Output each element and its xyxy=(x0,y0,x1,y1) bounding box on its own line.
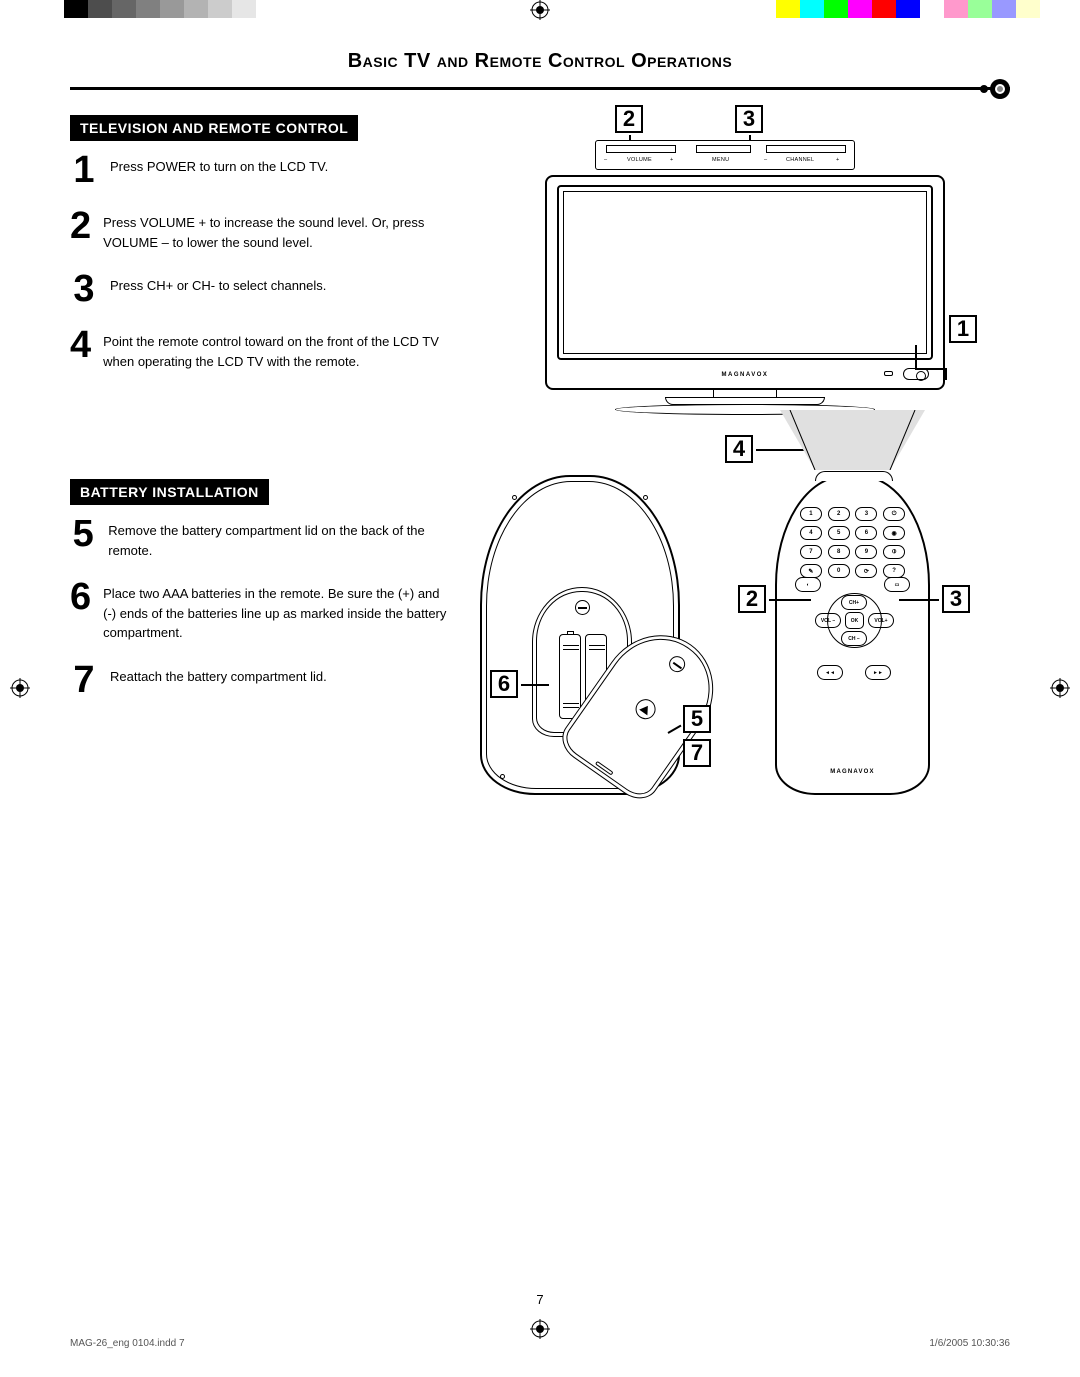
remote-key: 0 xyxy=(828,564,850,578)
step-text: Place two AAA batteries in the remote. B… xyxy=(103,578,450,643)
callout-2: 2 xyxy=(738,585,766,613)
registration-mark-icon xyxy=(1050,678,1070,698)
tv-body: MAGNAVOX xyxy=(545,175,945,390)
step-4: 4 Point the remote control toward on the… xyxy=(70,326,450,371)
registration-mark-icon xyxy=(10,678,30,698)
remote-diagrams: 4 xyxy=(480,445,940,825)
step-2: 2 Press VOLUME + to increase the sound l… xyxy=(70,207,450,252)
remote-ch-up: CH+ xyxy=(841,595,867,610)
remote-ok: OK xyxy=(845,612,864,629)
step-number: 7 xyxy=(70,661,98,699)
remote-key: ▭ xyxy=(884,577,910,592)
remote-key: ◄◄ xyxy=(817,665,843,680)
tv-label: – xyxy=(604,157,607,163)
step-1: 1 Press POWER to turn on the LCD TV. xyxy=(70,151,450,189)
registration-mark-icon xyxy=(530,1319,550,1339)
remote-key: ◐ xyxy=(795,577,821,592)
remote-front-diagram: 123 ⏻ 456 ◉ 789 ⦶ ✎ 0 ⟳? ◐ ▭ CH+ CH – VOL – VOL+… xyxy=(775,475,930,795)
step-number: 1 xyxy=(70,151,98,189)
ir-beam-icon xyxy=(780,410,925,470)
color-bar-left xyxy=(40,0,280,18)
callout-7: 7 xyxy=(683,739,711,767)
tv-ir-sensor-icon xyxy=(884,371,893,376)
remote-brand-label: MAGNAVOX xyxy=(777,769,928,775)
remote-key: 8 xyxy=(828,545,850,559)
step-5: 5 Remove the battery compartment lid on … xyxy=(70,515,450,560)
callout-3: 3 xyxy=(735,105,763,133)
remote-key: ◉ xyxy=(883,526,905,540)
remote-vol-up: VOL+ xyxy=(868,613,894,628)
remote-vol-down: VOL – xyxy=(815,613,841,628)
remote-key: 9 xyxy=(855,545,877,559)
tv-diagram: 2 3 – VOLUME + MENU – CHANNEL + xyxy=(525,115,965,415)
remote-key: ⦶ xyxy=(883,545,905,559)
remote-key: ⏻ xyxy=(883,507,905,521)
tv-control-panel: – VOLUME + MENU – CHANNEL + xyxy=(595,140,855,170)
step-text: Reattach the battery compartment lid. xyxy=(110,661,327,687)
page-title: Basic TV and Remote Control Operations xyxy=(348,50,733,72)
remote-key: 6 xyxy=(855,526,877,540)
callout-4: 4 xyxy=(725,435,753,463)
tv-label: CHANNEL xyxy=(786,157,814,163)
step-text: Press VOLUME + to increase the sound lev… xyxy=(103,207,450,252)
color-bar-right xyxy=(752,0,1040,18)
remote-ch-down: CH – xyxy=(841,631,867,646)
callout-5: 5 xyxy=(683,705,711,733)
remote-key: ? xyxy=(883,564,905,578)
remote-key: ►► xyxy=(865,665,891,680)
remote-key: 3 xyxy=(855,507,877,521)
remote-key: 4 xyxy=(800,526,822,540)
step-number: 5 xyxy=(70,515,96,553)
tv-label: VOLUME xyxy=(627,157,652,163)
decorative-dot-icon xyxy=(990,79,1010,99)
footer: MAG-26_eng 0104.indd 7 1/6/2005 10:30:36 xyxy=(70,1338,1010,1349)
callout-2: 2 xyxy=(615,105,643,133)
step-3: 3 Press CH+ or CH- to select channels. xyxy=(70,270,450,308)
step-text: Press POWER to turn on the LCD TV. xyxy=(110,151,328,177)
step-text: Point the remote control toward on the f… xyxy=(103,326,450,371)
footer-timestamp: 1/6/2005 10:30:36 xyxy=(929,1338,1010,1349)
step-number: 6 xyxy=(70,578,91,616)
remote-key: ⟳ xyxy=(855,564,877,578)
tv-label: – xyxy=(764,157,767,163)
callout-3: 3 xyxy=(942,585,970,613)
tv-label: MENU xyxy=(712,157,729,163)
callout-6: 6 xyxy=(490,670,518,698)
tv-label: + xyxy=(836,157,840,163)
tv-label: + xyxy=(670,157,674,163)
title-divider xyxy=(70,79,1010,103)
page-number: 7 xyxy=(0,1292,1080,1307)
remote-key: 2 xyxy=(828,507,850,521)
remote-key: 5 xyxy=(828,526,850,540)
step-6: 6 Place two AAA batteries in the remote.… xyxy=(70,578,450,643)
section-header-tv: TELEVISION AND REMOTE CONTROL xyxy=(70,115,358,141)
step-7: 7 Reattach the battery compartment lid. xyxy=(70,661,450,699)
registration-mark-icon xyxy=(530,0,550,20)
step-number: 2 xyxy=(70,207,91,245)
step-number: 4 xyxy=(70,326,91,364)
step-number: 3 xyxy=(70,270,98,308)
step-text: Press CH+ or CH- to select channels. xyxy=(110,270,326,296)
remote-key: ✎ xyxy=(800,564,822,578)
step-text: Remove the battery compartment lid on th… xyxy=(108,515,450,560)
callout-1: 1 xyxy=(949,315,977,343)
remote-key: 7 xyxy=(800,545,822,559)
footer-file: MAG-26_eng 0104.indd 7 xyxy=(70,1338,185,1349)
tv-screen-icon xyxy=(557,185,933,360)
remote-key: 1 xyxy=(800,507,822,521)
section-header-battery: BATTERY INSTALLATION xyxy=(70,479,269,505)
